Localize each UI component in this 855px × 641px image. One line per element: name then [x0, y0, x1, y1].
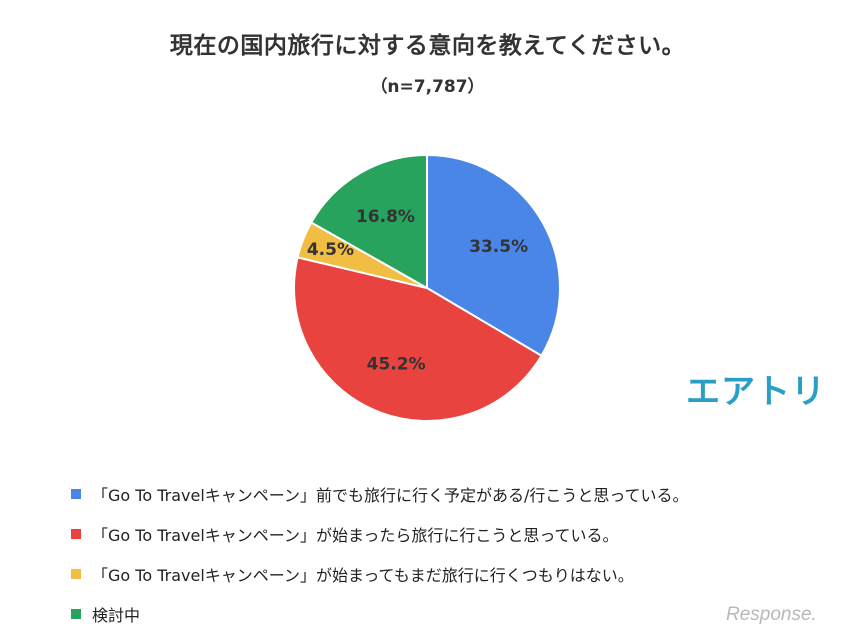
chart-subtitle: （n=7,787）	[370, 77, 485, 97]
legend-label: 「Go To Travelキャンペーン」が始まってもまだ旅行に行くつもりはない。	[92, 566, 634, 585]
legend-item-2: 「Go To Travelキャンペーン」が始まってもまだ旅行に行くつもりはない。	[71, 554, 851, 594]
legend-label: 「Go To Travelキャンペーン」前でも旅行に行く予定がある/行こうと思っ…	[92, 486, 689, 505]
legend-swatch	[71, 609, 81, 619]
legend-item-0: 「Go To Travelキャンペーン」前でも旅行に行く予定がある/行こうと思っ…	[71, 474, 851, 514]
legend-swatch	[71, 569, 81, 579]
legend-swatch	[71, 529, 81, 539]
pie-slice-1	[293, 256, 543, 422]
response-watermark: Response.	[726, 604, 817, 625]
legend-label: 検討中	[92, 606, 141, 625]
slice-value-label-2: 4.5%	[307, 240, 354, 260]
slice-value-label-3: 16.8%	[356, 207, 415, 227]
slice-value-label-0: 33.5%	[469, 237, 528, 257]
legend-swatch	[71, 489, 81, 499]
chart-title: 現在の国内旅行に対する意向を教えてください。	[169, 33, 686, 59]
legend-item-3: 検討中	[71, 594, 851, 634]
airtrip-logo: エアトリ	[686, 372, 826, 412]
legend-label: 「Go To Travelキャンペーン」が始まったら旅行に行こうと思っている。	[92, 526, 619, 545]
chart-legend: 「Go To Travelキャンペーン」前でも旅行に行く予定がある/行こうと思っ…	[71, 474, 851, 634]
pie-slice-3	[309, 153, 428, 290]
legend-item-1: 「Go To Travelキャンペーン」が始まったら旅行に行こうと思っている。	[71, 514, 851, 554]
slice-value-label-1: 45.2%	[367, 354, 426, 374]
pie-slice-0	[426, 153, 561, 358]
